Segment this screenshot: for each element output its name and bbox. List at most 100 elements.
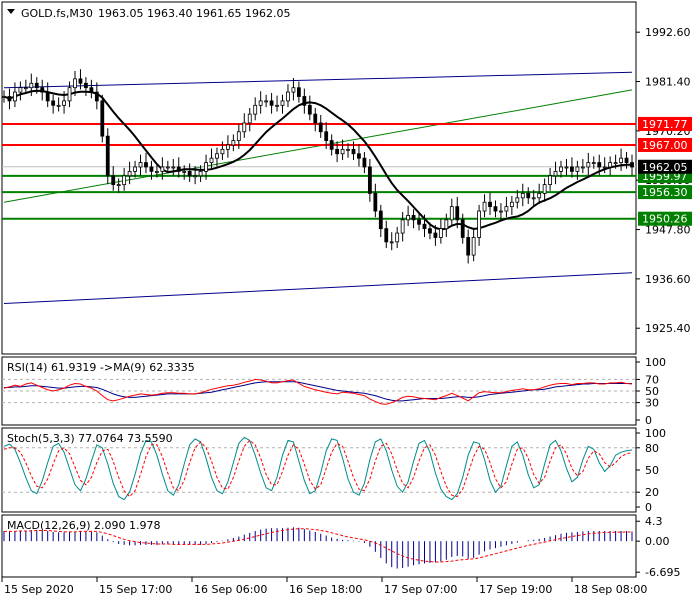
candle-body bbox=[422, 223, 427, 230]
candle-body bbox=[389, 241, 394, 244]
candle-body bbox=[286, 91, 290, 102]
candle-body bbox=[215, 153, 219, 159]
candle-body bbox=[51, 100, 56, 106]
candle-body bbox=[597, 162, 602, 168]
candle-body bbox=[335, 148, 340, 155]
price-panel[interactable]: 1992.601981.401970.201959.001947.801936.… bbox=[1, 1, 692, 355]
moving-average-path bbox=[3, 89, 632, 231]
level-label-box bbox=[638, 211, 692, 226]
level-label-text: 1950.26 bbox=[642, 213, 688, 226]
rsi-tick-label: 100 bbox=[645, 356, 666, 369]
candle-body bbox=[357, 153, 361, 159]
stoch-tick-label: 50 bbox=[645, 464, 659, 477]
candle-body bbox=[586, 162, 591, 168]
candle-body bbox=[269, 100, 274, 106]
stoch-panel[interactable]: 100 80 50 20 0 Stoch(5,3,3) 77.0764 73.5590 bbox=[1, 427, 666, 514]
macd-axis: 4.3 0.00 -6.695 bbox=[636, 515, 680, 579]
price-tick-label: 1947.80 bbox=[645, 224, 691, 237]
candle-body bbox=[253, 104, 258, 115]
candle-body bbox=[406, 215, 411, 221]
candle-body bbox=[236, 131, 241, 141]
candle-body bbox=[149, 166, 154, 172]
rsi-tick-label: 30 bbox=[645, 397, 659, 410]
candle-body bbox=[89, 87, 94, 93]
macd-panel[interactable]: 4.3 0.00 -6.695 MACD(12,26,9) 2.090 1.978 bbox=[1, 514, 680, 579]
candle-body bbox=[225, 144, 230, 150]
time-tick-label: 16 Sep 06:00 bbox=[194, 583, 267, 596]
candle-body bbox=[34, 82, 39, 89]
price-tick-label: 1981.40 bbox=[645, 76, 691, 89]
candle-body bbox=[526, 193, 531, 199]
candle-body bbox=[482, 201, 487, 212]
candle-body bbox=[144, 162, 148, 168]
candle-body bbox=[220, 148, 225, 155]
chart-ohlc: 1963.05 1963.40 1961.65 1962.05 bbox=[98, 7, 290, 20]
candle-body bbox=[553, 170, 558, 177]
candle-body bbox=[384, 228, 389, 243]
candle-body bbox=[395, 232, 400, 243]
candle-body bbox=[18, 87, 23, 93]
candle-body bbox=[619, 157, 623, 163]
level-label-box bbox=[638, 185, 692, 200]
stoch-title: Stoch(5,3,3) 77.0764 73.5590 bbox=[7, 432, 173, 445]
candle-body bbox=[378, 210, 383, 230]
candle-body bbox=[94, 91, 99, 102]
candle-body bbox=[45, 91, 50, 102]
candle-body bbox=[624, 157, 629, 163]
stoch-main-line bbox=[3, 436, 633, 501]
candle-body bbox=[346, 148, 350, 151]
candle-body bbox=[559, 166, 563, 172]
macd-tick-label: -6.695 bbox=[645, 566, 680, 579]
macd-plot bbox=[3, 527, 633, 569]
candle-body bbox=[7, 96, 12, 102]
rsi-tick-label: 0 bbox=[645, 414, 652, 427]
candle-body bbox=[400, 219, 405, 234]
candle-body bbox=[258, 100, 263, 106]
candle-body bbox=[209, 157, 214, 163]
moving-average-line bbox=[3, 89, 632, 231]
candle-body bbox=[542, 184, 547, 194]
time-tick-label: 18 Sep 08:00 bbox=[574, 583, 647, 596]
candle-body bbox=[2, 96, 6, 98]
candle-body bbox=[280, 100, 285, 106]
candle-body bbox=[455, 206, 460, 221]
trendlines[interactable] bbox=[3, 71, 633, 305]
time-axis: 15 Sep 2020 15 Sep 17:00 16 Sep 06:00 16 Se… bbox=[1, 577, 647, 596]
candle-body bbox=[133, 166, 137, 172]
candle-body bbox=[580, 166, 585, 169]
macd-panel-frame bbox=[1, 514, 637, 578]
candle-body bbox=[204, 162, 208, 172]
candle-body bbox=[302, 96, 307, 106]
candle-body bbox=[575, 166, 580, 172]
candle-body bbox=[122, 175, 127, 186]
candle-body bbox=[531, 197, 536, 200]
candle-body bbox=[488, 201, 492, 208]
candle-body bbox=[318, 122, 323, 133]
chart-symbol: GOLD.fs,M30 bbox=[21, 7, 93, 20]
chart-dropdown-icon[interactable] bbox=[7, 9, 15, 14]
current-price-label: 1962.05 bbox=[642, 161, 688, 174]
rsi-plot bbox=[2, 378, 636, 405]
level-label-text: 1967.00 bbox=[642, 139, 688, 152]
candle-body bbox=[504, 206, 509, 212]
candle-body bbox=[198, 170, 203, 177]
candle-body bbox=[291, 87, 296, 93]
stoch-signal-line bbox=[3, 439, 633, 498]
candle-body bbox=[105, 135, 110, 177]
candle-body bbox=[155, 170, 159, 173]
price-tick-label: 1936.60 bbox=[645, 273, 691, 286]
stoch-tick-label: 80 bbox=[645, 442, 659, 455]
macd-title: MACD(12,26,9) 2.090 1.978 bbox=[7, 519, 161, 532]
candle-body bbox=[182, 170, 187, 173]
candle-body bbox=[460, 219, 465, 238]
candle-body bbox=[176, 166, 181, 172]
candle-body bbox=[602, 166, 607, 169]
candle-body bbox=[591, 162, 596, 164]
candlesticks bbox=[2, 69, 634, 264]
candle-body bbox=[13, 91, 17, 102]
rsi-tick-label: 70 bbox=[645, 373, 659, 386]
candle-body bbox=[433, 232, 438, 238]
